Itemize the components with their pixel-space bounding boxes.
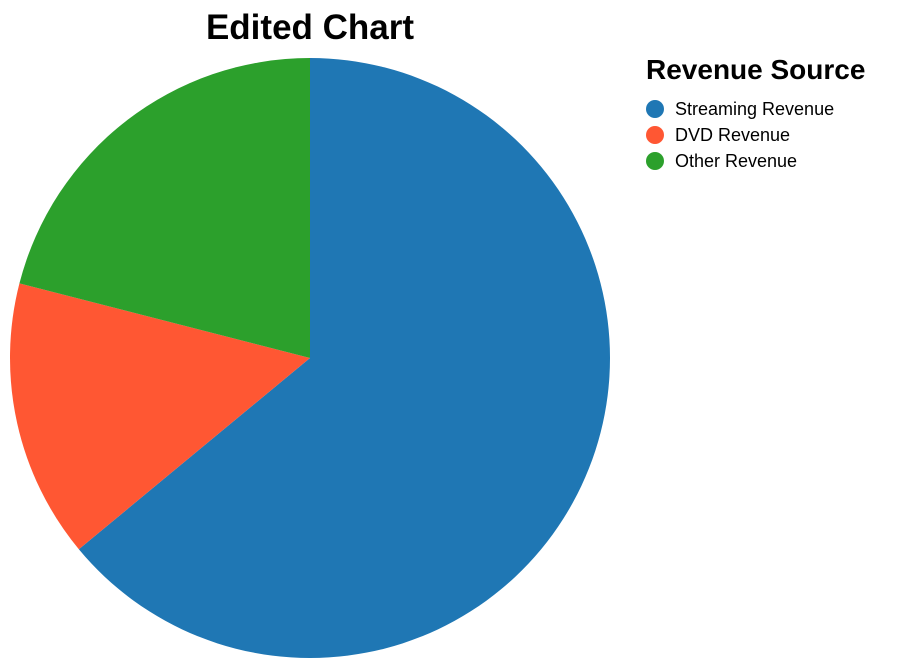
legend-swatch-dvd — [646, 126, 664, 144]
legend-label-other: Other Revenue — [675, 150, 798, 171]
legend-title: Revenue Source — [646, 54, 866, 85]
pie-slice-streaming — [78, 58, 610, 659]
pie-slice-other — [19, 58, 311, 358]
legend: Revenue Source Streaming Revenue DVD Rev… — [646, 54, 865, 174]
legend-swatch-streaming — [646, 100, 664, 118]
legend-swatch-other — [646, 152, 664, 170]
chart-title: Edited Chart — [205, 8, 415, 47]
pie-chart — [10, 58, 610, 659]
legend-item-dvd: DVD Revenue — [646, 122, 865, 148]
legend-label-dvd: DVD Revenue — [675, 124, 791, 145]
legend-item-other: Other Revenue — [646, 148, 865, 174]
legend-item-streaming: Streaming Revenue — [646, 96, 865, 122]
pie-slice-dvd — [10, 283, 311, 550]
legend-label-streaming: Streaming Revenue — [675, 98, 835, 119]
